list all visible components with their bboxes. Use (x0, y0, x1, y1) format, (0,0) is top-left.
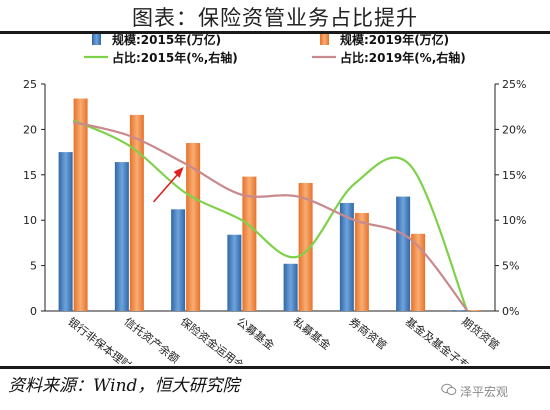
bar-2015 (452, 310, 467, 311)
bar-2015 (283, 263, 298, 311)
line-share-2019 (72, 121, 468, 311)
legend-swatch (92, 34, 101, 45)
bar-2015 (171, 209, 186, 311)
bar-2019 (411, 233, 426, 311)
legend-swatch (320, 34, 329, 45)
x-tick-label: 信托资产余额 (122, 314, 183, 364)
y2-tick-label: 0% (502, 305, 519, 318)
y2-tick-label: 20% (502, 123, 526, 136)
x-tick-label: 私募基金 (290, 314, 333, 352)
source-note: 资料来源：Wind，恒大研究院 (8, 376, 240, 396)
bar-2015 (396, 196, 411, 311)
x-tick-label: 期货资管 (459, 314, 502, 352)
bar-2015 (339, 202, 354, 311)
legend-label: 占比:2015年(%,右轴) (112, 50, 238, 65)
y-tick-label: 0 (30, 305, 37, 318)
line-share-2015 (72, 119, 468, 311)
y-tick-label: 15 (23, 169, 37, 182)
y2-tick-label: 10% (502, 214, 526, 227)
top-rule (0, 31, 550, 34)
bar-2019 (129, 114, 144, 311)
bar-2019 (298, 182, 313, 311)
bar-2019 (467, 310, 482, 311)
legend-label: 规模:2015年(万亿) (112, 34, 221, 47)
y2-tick-label: 15% (502, 169, 526, 182)
y-tick-label: 10 (23, 214, 37, 227)
bar-2019 (354, 212, 369, 311)
watermark: 泽平宏观 (460, 385, 509, 399)
bar-2019 (242, 176, 257, 311)
bar-2015 (58, 152, 73, 311)
chart: 05101520250%5%10%15%20%25%银行非保本理财信托资产余额保… (23, 34, 526, 364)
chart-title: 图表：保险资管业务占比提升 (132, 6, 418, 30)
bottom-rule (0, 366, 550, 369)
bar-2019 (73, 98, 88, 311)
y-tick-label: 5 (30, 260, 37, 273)
wechat-icon (441, 383, 457, 395)
bar-2019 (186, 143, 201, 311)
y2-tick-label: 25% (502, 78, 526, 91)
x-tick-label: 公募基金 (234, 314, 277, 352)
legend-label: 规模:2019年(万亿) (340, 34, 449, 47)
y2-tick-label: 5% (502, 260, 519, 273)
x-tick-label: 券商资管 (347, 314, 390, 352)
legend-label: 占比:2019年(%,右轴) (340, 50, 466, 65)
annotation-arrow-head (173, 166, 184, 178)
bar-2015 (114, 162, 129, 311)
y-tick-label: 25 (23, 78, 37, 91)
y-tick-label: 20 (23, 123, 37, 136)
bar-2015 (227, 234, 242, 311)
